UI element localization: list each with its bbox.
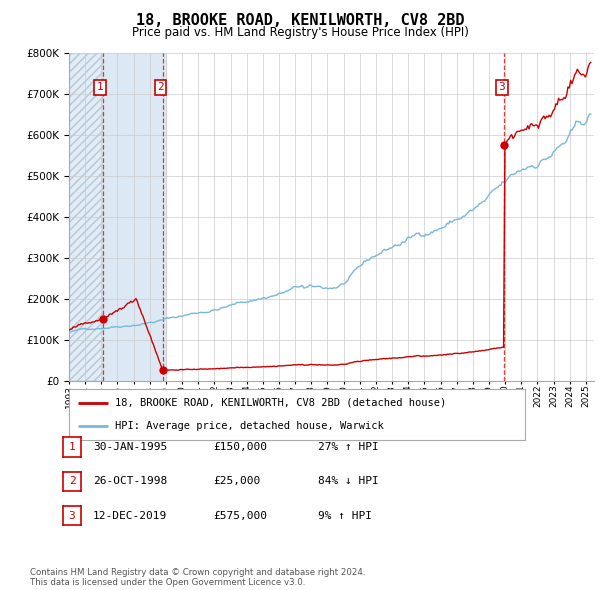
Text: 2: 2	[157, 83, 164, 93]
Text: 26-OCT-1998: 26-OCT-1998	[93, 477, 167, 486]
Text: £25,000: £25,000	[213, 477, 260, 486]
Text: £575,000: £575,000	[213, 511, 267, 520]
Text: 84% ↓ HPI: 84% ↓ HPI	[318, 477, 379, 486]
Text: 2: 2	[68, 477, 76, 486]
Text: 30-JAN-1995: 30-JAN-1995	[93, 442, 167, 452]
Bar	[69, 53, 103, 381]
Text: HPI: Average price, detached house, Warwick: HPI: Average price, detached house, Warw…	[115, 421, 383, 431]
Text: 12-DEC-2019: 12-DEC-2019	[93, 511, 167, 520]
Text: Price paid vs. HM Land Registry's House Price Index (HPI): Price paid vs. HM Land Registry's House …	[131, 26, 469, 39]
Bar	[69, 53, 103, 381]
Text: 18, BROOKE ROAD, KENILWORTH, CV8 2BD: 18, BROOKE ROAD, KENILWORTH, CV8 2BD	[136, 13, 464, 28]
Bar	[103, 53, 166, 381]
Text: 9% ↑ HPI: 9% ↑ HPI	[318, 511, 372, 520]
Text: 1: 1	[68, 442, 76, 452]
Text: 3: 3	[499, 83, 505, 93]
Text: 18, BROOKE ROAD, KENILWORTH, CV8 2BD (detached house): 18, BROOKE ROAD, KENILWORTH, CV8 2BD (de…	[115, 398, 446, 408]
Text: 1: 1	[97, 83, 104, 93]
Text: Contains HM Land Registry data © Crown copyright and database right 2024.
This d: Contains HM Land Registry data © Crown c…	[30, 568, 365, 587]
Text: 3: 3	[68, 511, 76, 520]
Text: 27% ↑ HPI: 27% ↑ HPI	[318, 442, 379, 452]
Text: £150,000: £150,000	[213, 442, 267, 452]
